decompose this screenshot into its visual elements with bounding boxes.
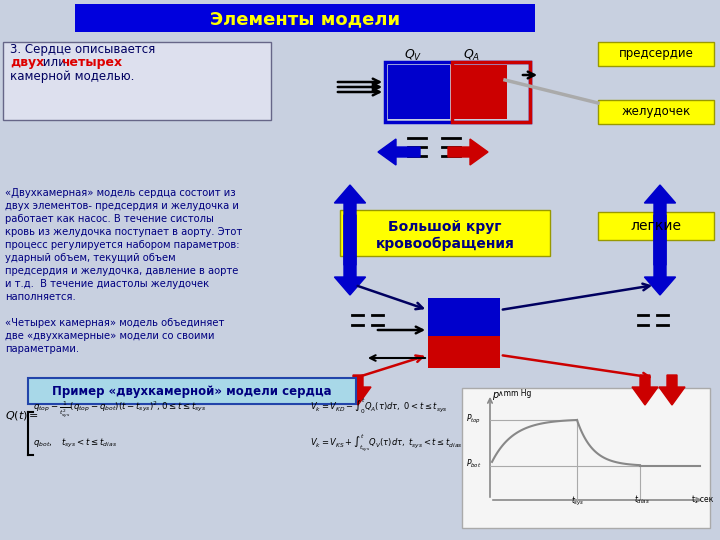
Polygon shape — [345, 375, 371, 405]
Bar — [598, 212, 714, 240]
Polygon shape — [659, 375, 685, 405]
Text: Большой круг: Большой круг — [388, 220, 502, 234]
Text: кровообращения: кровообращения — [376, 237, 514, 251]
Polygon shape — [644, 215, 675, 295]
Text: $P_{top}$: $P_{top}$ — [466, 413, 481, 426]
Text: предсердие: предсердие — [618, 48, 693, 60]
Text: желудочек: желудочек — [621, 105, 690, 118]
Bar — [340, 210, 550, 256]
Text: p: p — [492, 390, 498, 400]
Text: $q_{top} - \frac{1}{t_{sys}^2}(q_{top}-q_{bot})(t-t_{sys})^2, 0\leq t\leq t_{sys: $q_{top} - \frac{1}{t_{sys}^2}(q_{top}-q… — [33, 400, 206, 420]
Text: Пример «двухкамерной» модели сердца: Пример «двухкамерной» модели сердца — [52, 384, 332, 397]
Text: $t_{dias}$: $t_{dias}$ — [634, 494, 650, 507]
Text: четырех: четырех — [61, 56, 122, 69]
Bar — [388, 65, 450, 119]
Text: t, сек: t, сек — [692, 495, 714, 504]
Text: $t_{sys}$: $t_{sys}$ — [571, 495, 585, 508]
Bar — [598, 42, 714, 66]
Polygon shape — [644, 185, 675, 265]
Polygon shape — [378, 139, 420, 165]
Text: камерной моделью.: камерной моделью. — [10, 70, 135, 83]
Text: $V_k = V_{KS} + \int_{t_{sys}}^t Q_V(\tau)d\tau,\ t_{sys} < t\leq t_{dias}$: $V_k = V_{KS} + \int_{t_{sys}}^t Q_V(\ta… — [310, 432, 462, 454]
Text: «Двухкамерная» модель сердца состоит из: «Двухкамерная» модель сердца состоит из — [5, 188, 235, 198]
Text: $Q(t)=$: $Q(t)=$ — [5, 408, 39, 422]
Text: двух элементов- предсердия и желудочка и: двух элементов- предсердия и желудочка и — [5, 201, 239, 211]
Text: «Четырех камерная» модель объединяет: «Четырех камерная» модель объединяет — [5, 318, 225, 328]
Text: две «двухкамерные» модели со своими: две «двухкамерные» модели со своими — [5, 331, 215, 341]
Text: и т.д.  В течение диастолы желудочек: и т.д. В течение диастолы желудочек — [5, 279, 209, 289]
Text: параметрами.: параметрами. — [5, 344, 79, 354]
Text: работает как насос. В течение систолы: работает как насос. В течение систолы — [5, 214, 214, 224]
Text: $Q_V$: $Q_V$ — [404, 48, 422, 63]
Text: или: или — [39, 56, 70, 69]
Bar — [3, 42, 271, 120]
Text: $Q_A$: $Q_A$ — [464, 48, 481, 63]
Text: двух: двух — [10, 56, 44, 69]
Text: ударный объем, текущий объем: ударный объем, текущий объем — [5, 253, 176, 263]
Bar — [452, 65, 507, 119]
Bar — [28, 378, 356, 404]
Text: кровь из желудочка поступает в аорту. Этот: кровь из желудочка поступает в аорту. Эт… — [5, 227, 242, 237]
Text: ∧mm Hg: ∧mm Hg — [498, 389, 531, 398]
Bar — [75, 4, 535, 32]
Polygon shape — [632, 375, 658, 405]
Bar — [452, 62, 530, 122]
Text: $V_k = V_{KD} - \int_0^t Q_A(\tau)d\tau,\ 0 < t\leq t_{sys}$: $V_k = V_{KD} - \int_0^t Q_A(\tau)d\tau,… — [310, 396, 448, 416]
Bar — [462, 388, 710, 528]
Polygon shape — [334, 185, 366, 265]
Bar — [385, 62, 530, 122]
Bar — [598, 100, 714, 124]
Text: предсердия и желудочка, давление в аорте: предсердия и желудочка, давление в аорте — [5, 266, 238, 276]
Text: процесс регулируется набором параметров:: процесс регулируется набором параметров: — [5, 240, 240, 250]
Polygon shape — [334, 215, 366, 295]
Text: 3. Сердце описывается: 3. Сердце описывается — [10, 43, 156, 56]
Text: легкие: легкие — [631, 219, 682, 233]
Bar — [428, 298, 500, 336]
Text: Элементы модели: Элементы модели — [210, 10, 400, 28]
Text: $q_{bot}, \quad t_{sys} < t\leq t_{dias}$: $q_{bot}, \quad t_{sys} < t\leq t_{dias}… — [33, 437, 117, 450]
Text: наполняется.: наполняется. — [5, 292, 76, 302]
Text: $P_{bot}$: $P_{bot}$ — [466, 458, 482, 470]
Polygon shape — [448, 139, 488, 165]
Bar — [428, 336, 500, 368]
